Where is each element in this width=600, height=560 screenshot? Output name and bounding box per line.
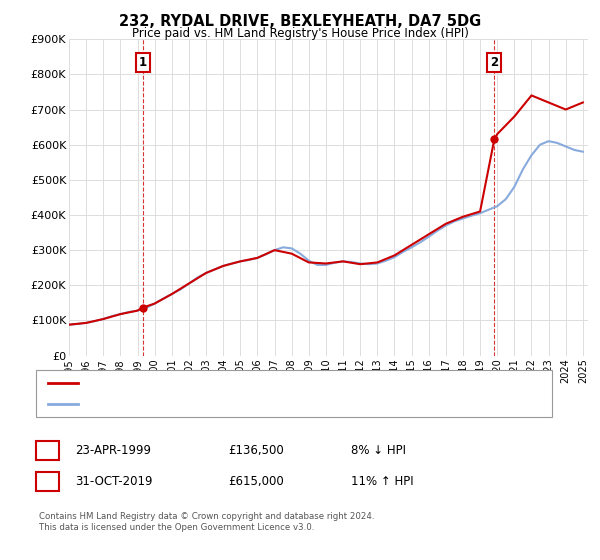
Text: £615,000: £615,000 <box>228 474 284 488</box>
Text: 232, RYDAL DRIVE, BEXLEYHEATH, DA7 5DG: 232, RYDAL DRIVE, BEXLEYHEATH, DA7 5DG <box>119 14 481 29</box>
Text: Price paid vs. HM Land Registry's House Price Index (HPI): Price paid vs. HM Land Registry's House … <box>131 27 469 40</box>
Text: 2: 2 <box>43 474 52 488</box>
Text: 2: 2 <box>490 57 499 69</box>
Text: 31-OCT-2019: 31-OCT-2019 <box>75 474 152 488</box>
Text: 23-APR-1999: 23-APR-1999 <box>75 444 151 457</box>
Text: HPI: Average price, detached house, Bexley: HPI: Average price, detached house, Bexl… <box>87 399 315 409</box>
Text: £136,500: £136,500 <box>228 444 284 457</box>
Text: 1: 1 <box>139 57 147 69</box>
Text: 232, RYDAL DRIVE, BEXLEYHEATH, DA7 5DG (detached house): 232, RYDAL DRIVE, BEXLEYHEATH, DA7 5DG (… <box>87 378 412 388</box>
Text: 8% ↓ HPI: 8% ↓ HPI <box>351 444 406 457</box>
Text: 1: 1 <box>43 444 52 457</box>
Text: Contains HM Land Registry data © Crown copyright and database right 2024.
This d: Contains HM Land Registry data © Crown c… <box>39 512 374 532</box>
Text: 11% ↑ HPI: 11% ↑ HPI <box>351 474 413 488</box>
